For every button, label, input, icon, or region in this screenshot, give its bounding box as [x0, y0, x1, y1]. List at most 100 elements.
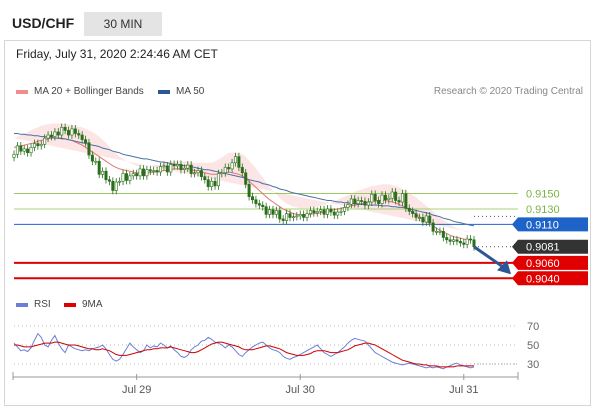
candle-body-114	[400, 193, 404, 203]
ma50-line	[14, 133, 475, 227]
candle-body-49	[179, 164, 183, 170]
candle-body-7	[36, 143, 40, 147]
candle-body-3	[22, 148, 26, 152]
level-labels-layer: 0.9150 0.9130 0.9110 0.9081 0.9060 0.9040	[512, 189, 588, 286]
candle-body-63	[227, 167, 231, 170]
candle-body-15	[63, 127, 67, 131]
candle-body-89	[315, 210, 319, 214]
candle-body-79	[281, 218, 285, 221]
candle-body-103	[363, 200, 367, 206]
candle-body-32	[121, 173, 125, 182]
candle-body-59	[213, 180, 217, 187]
candle-body-115	[404, 193, 408, 209]
candle-body-131	[458, 241, 462, 244]
candle-body-24	[94, 160, 98, 163]
level-label-5: 0.9040	[526, 273, 560, 285]
candle-body-27	[104, 170, 108, 181]
candle-body-5	[29, 147, 33, 154]
rsi-tick-30: 30	[527, 359, 539, 371]
candle-body-93	[329, 208, 333, 213]
ma20-swatch	[16, 89, 28, 94]
time-label-2: Jul 31	[449, 384, 478, 396]
candle-body-78	[278, 210, 282, 220]
rsi-line	[13, 332, 475, 370]
candle-body-44	[162, 165, 166, 168]
candle-body-118	[414, 213, 418, 218]
candle-body-102	[360, 200, 364, 202]
candle-body-30	[114, 181, 118, 191]
level-tag-bg-2	[512, 217, 588, 232]
level-label-4: 0.9060	[526, 258, 560, 270]
candle-body-80	[285, 213, 289, 221]
candle-body-133	[465, 238, 469, 245]
candle-body-28	[107, 179, 111, 182]
candle-body-99	[349, 198, 353, 205]
candle-body-95	[336, 211, 340, 216]
candle-body-128	[448, 239, 452, 242]
candle-body-92	[325, 208, 329, 215]
candle-body-10	[46, 134, 50, 139]
symbol-title: USD/CHF	[12, 15, 75, 31]
candle-body-23	[90, 154, 94, 162]
candle-body-81	[288, 213, 292, 218]
level-label-3: 0.9081	[526, 242, 560, 254]
candle-body-36	[135, 173, 139, 177]
candle-body-134	[469, 238, 473, 241]
candle-body-117	[411, 210, 415, 214]
candle-body-68	[244, 172, 248, 185]
legend-rsi: RSI	[16, 299, 51, 310]
candle-body-90	[319, 209, 323, 212]
candle-body-82	[291, 216, 295, 218]
timeframe-button[interactable]: 30 MIN	[84, 12, 162, 36]
candle-body-124	[435, 231, 439, 233]
legend-ma20-label: MA 20 + Bollinger Bands	[34, 86, 144, 97]
candle-body-50	[182, 167, 186, 170]
candle-body-108	[380, 194, 384, 204]
candle-body-26	[101, 170, 105, 175]
candle-body-72	[257, 203, 261, 206]
candle-body-98	[346, 204, 350, 208]
candle-body-91	[322, 209, 326, 215]
candle-body-110	[387, 197, 391, 201]
candle-body-67	[240, 167, 244, 174]
candle-body-100	[353, 198, 357, 204]
rsi-panel: 70 50 30	[13, 321, 539, 371]
candle-body-87	[308, 210, 312, 214]
candle-body-120	[421, 217, 425, 223]
rsi-ma-line	[14, 341, 474, 368]
legend-rsi-label: RSI	[34, 299, 51, 310]
legend-rsi-ma: 9MA	[64, 299, 103, 310]
level-tag-3: 0.9081	[512, 239, 588, 254]
candle-body-12	[53, 131, 57, 137]
candle-body-101	[356, 200, 360, 204]
rsi-tick-70: 70	[527, 321, 539, 333]
time-label-0: Jul 29	[122, 384, 151, 396]
candle-body-42	[155, 170, 159, 173]
candle-body-0	[12, 153, 16, 158]
candle-body-52	[189, 164, 193, 174]
candle-body-64	[230, 162, 234, 170]
legend-ma50-label: MA 50	[176, 86, 205, 97]
candle-body-51	[186, 164, 190, 169]
candle-body-19	[77, 133, 81, 136]
candle-body-97	[343, 207, 347, 212]
level-label-1: 0.9130	[526, 204, 560, 216]
rsi-ma-swatch	[64, 302, 76, 307]
candle-body-83	[295, 215, 299, 218]
candle-layer	[12, 123, 511, 275]
level-tag-bg-3	[512, 239, 588, 254]
candle-body-129	[452, 239, 456, 242]
legend-rsi-ma-label: 9MA	[82, 299, 103, 310]
candle-body-127	[445, 237, 449, 241]
candle-body-25	[97, 160, 101, 175]
candle-body-66	[237, 156, 241, 168]
candle-body-104	[366, 201, 370, 206]
candle-body-2	[19, 145, 23, 152]
candle-body-54	[196, 170, 200, 174]
candle-body-33	[124, 173, 128, 181]
candle-body-53	[193, 172, 197, 175]
time-label-1: Jul 30	[286, 384, 315, 396]
research-credit: Research © 2020 Trading Central	[433, 86, 583, 97]
candle-body-47	[172, 164, 176, 167]
